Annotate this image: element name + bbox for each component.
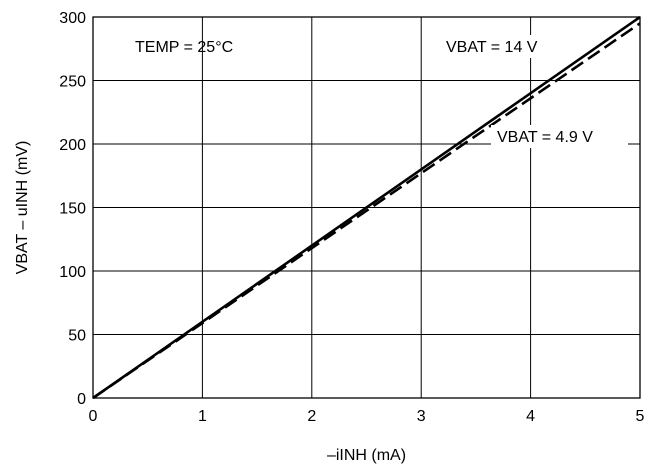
y-tick-label: 250 — [59, 74, 86, 91]
x-tick-label: 0 — [89, 408, 98, 425]
annotation-vbat-4-9v: VBAT = 4.9 V — [497, 129, 593, 146]
x-tick-label: 3 — [417, 408, 426, 425]
x-tick-label: 2 — [307, 408, 316, 425]
y-tick-label: 0 — [77, 391, 86, 408]
y-tick-label: 200 — [59, 137, 86, 154]
y-tick-label: 50 — [68, 328, 86, 345]
annotation-4-9v-background — [491, 125, 628, 148]
x-tick-label: 5 — [636, 408, 645, 425]
x-axis-label: –iINH (mA) — [327, 447, 406, 464]
y-tick-label: 100 — [59, 264, 86, 281]
y-tick-labels: 0 50 100 150 200 250 300 — [59, 10, 86, 408]
series-line-vbat-4-9v — [92, 22, 641, 400]
x-tick-labels: 0 1 2 3 4 5 — [89, 408, 645, 425]
x-tick-label: 4 — [526, 408, 535, 425]
annotation-14v-background — [440, 35, 558, 58]
x-tick-label: 1 — [198, 408, 207, 425]
y-axis-label: VBAT – uINH (mV) — [14, 141, 31, 275]
annotation-temperature: TEMP = 25°C — [135, 39, 233, 56]
y-tick-label: 150 — [59, 201, 86, 218]
y-tick-label: 300 — [59, 10, 86, 27]
annotation-vbat-14v: VBAT = 14 V — [446, 39, 538, 56]
plot-frame — [92, 16, 641, 399]
series-layer — [92, 15, 641, 400]
